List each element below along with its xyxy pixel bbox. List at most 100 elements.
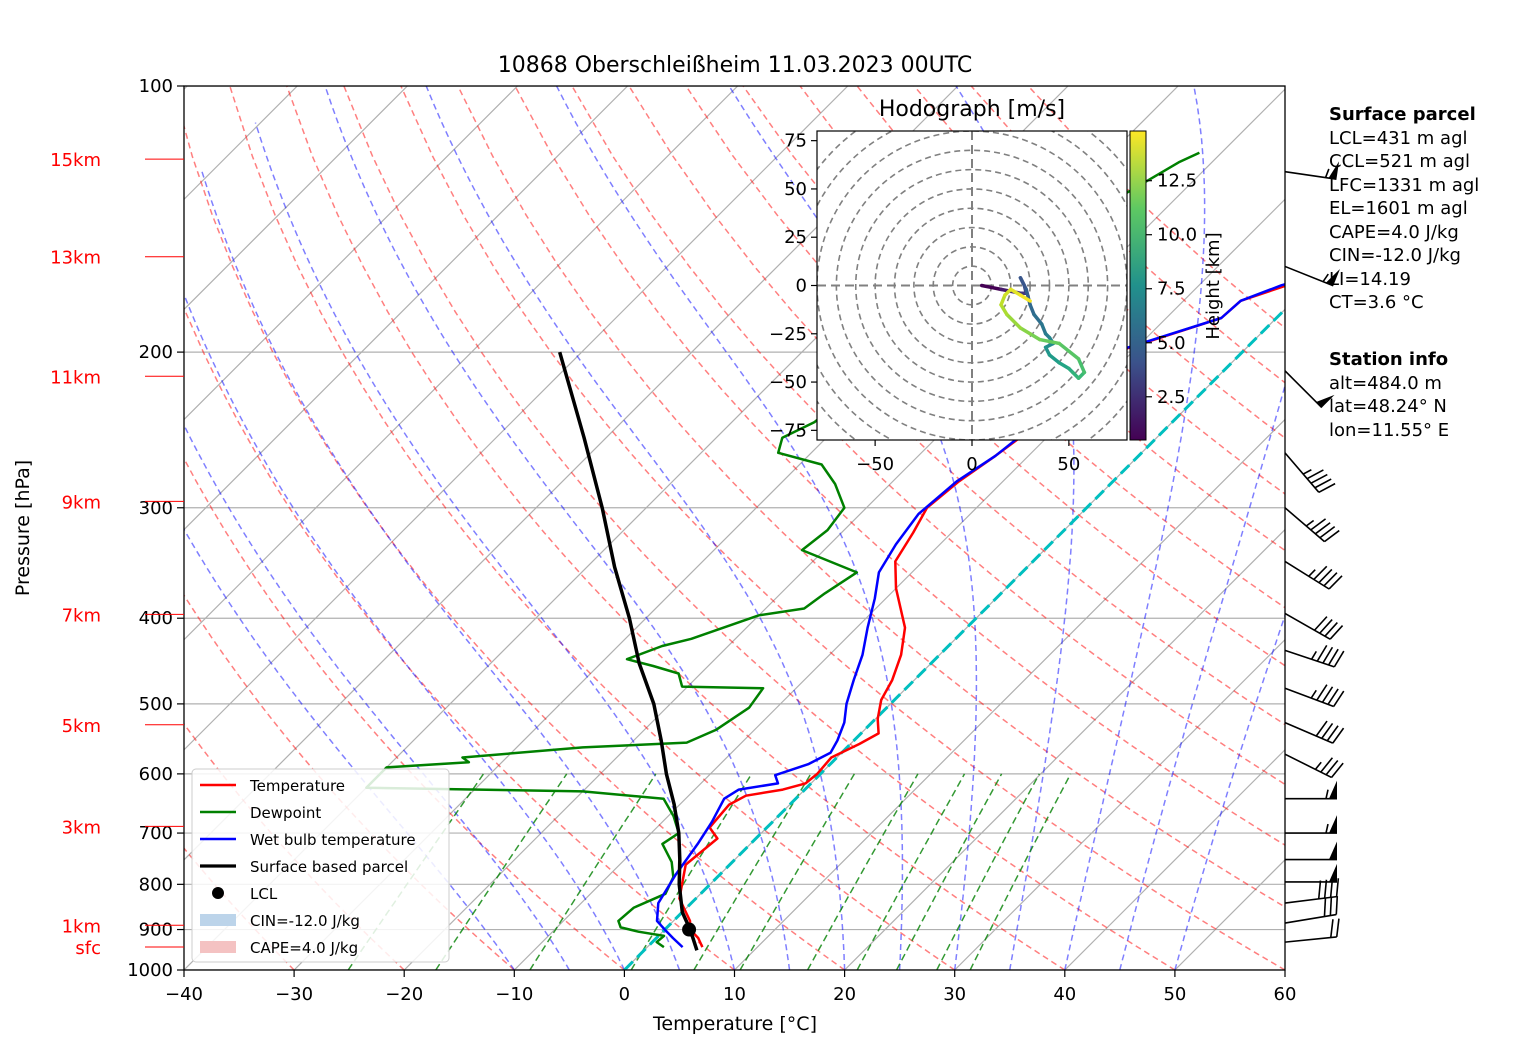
- wind-barb: [1284, 753, 1344, 779]
- wind-barb-staff: [1284, 687, 1334, 708]
- wind-barb-half: [1325, 789, 1329, 799]
- x-axis-ticks: −40 −30 −20 −10 0 10 20 30 40 50 60: [165, 970, 1296, 1005]
- hodograph-x-tick-label: 0: [966, 454, 977, 475]
- surface-parcel-line: CAPE=4.0 J/kg: [1329, 221, 1459, 243]
- hodograph-segment: [1009, 287, 1023, 297]
- wind-barb-full: [1317, 880, 1322, 899]
- hodograph-x-tick-label: −50: [856, 454, 894, 475]
- wind-barb: [1284, 560, 1343, 590]
- isotherm-line: [844, 528, 1285, 970]
- legend-label: Wet bulb temperature: [250, 831, 416, 849]
- wind-barb-full: [1319, 526, 1336, 539]
- wind-barb-full: [1323, 572, 1338, 587]
- wind-barb-half: [1324, 168, 1330, 178]
- height-label: 1km: [62, 916, 101, 937]
- dry-adiabat: [286, 86, 1066, 970]
- dry-adiabat: [343, 86, 1176, 970]
- legend: Temperature Dewpoint Wet bulb temperature S…: [191, 768, 450, 963]
- wind-barb: [1284, 507, 1340, 543]
- colorbar: [1129, 130, 1147, 441]
- y-tick-label: 200: [139, 342, 173, 363]
- wind-barb-full: [1310, 518, 1327, 531]
- mixing-ratio-line: [856, 773, 966, 970]
- y-tick-label: 300: [139, 498, 173, 519]
- height-label: sfc: [75, 938, 101, 959]
- wind-barb-flag: [1329, 815, 1337, 834]
- wind-barb-staff: [1284, 612, 1331, 640]
- lcl-marker: [682, 922, 697, 937]
- x-tick-label: −40: [165, 984, 203, 1005]
- wind-barb-staff: [1284, 649, 1335, 668]
- x-tick-label: 40: [1053, 984, 1076, 1005]
- legend-box: [191, 768, 450, 963]
- wind-barbs: [1284, 161, 1345, 943]
- isotherm-line: [513, 198, 1285, 970]
- x-tick-label: −10: [495, 984, 533, 1005]
- y-axis-label: Pressure [hPa]: [12, 460, 34, 596]
- isotherm-line: [184, 86, 849, 751]
- wind-barb: [1285, 815, 1337, 834]
- wind-barb-full: [1314, 522, 1331, 535]
- wind-barb-half: [1314, 761, 1322, 770]
- hodograph-segment: [1038, 337, 1061, 346]
- wind-barb: [1284, 896, 1339, 924]
- colorbar-tick-label: 7.5: [1157, 279, 1186, 300]
- wind-barb-full: [1329, 625, 1344, 640]
- y-tick-label: 1000: [127, 960, 173, 981]
- surface-parcel-line: LFC=1331 m agl: [1329, 174, 1480, 196]
- wind-barb-full: [1329, 919, 1334, 938]
- hodograph-y-tick-label: 50: [784, 179, 807, 200]
- wind-barb: [1284, 452, 1336, 494]
- wind-barb: [1284, 265, 1340, 287]
- hodograph-segment: [1032, 312, 1044, 326]
- x-tick-label: −20: [385, 984, 423, 1005]
- legend-label: LCL: [250, 885, 278, 903]
- wind-barb-flag: [1329, 780, 1337, 799]
- moist-adiabat: [425, 86, 846, 970]
- colorbar-tick-label: 12.5: [1157, 171, 1197, 192]
- station-info-heading: Station info: [1329, 349, 1449, 370]
- wind-barb-full: [1320, 757, 1334, 773]
- legend-swatch: [212, 887, 224, 899]
- surface-parcel-panel: Surface parcel LCL=431 m agl CCL=521 m a…: [1329, 103, 1479, 315]
- wind-barb-full: [1313, 616, 1328, 631]
- y-axis-ticks: 100 200 300 400 500 600 700 800 900 1000: [127, 76, 184, 981]
- station-info-line: lon=11.55° E: [1329, 419, 1450, 441]
- wind-barb-staff: [1284, 170, 1337, 180]
- legend-swatch: [200, 914, 236, 926]
- y-tick-label: 700: [139, 823, 173, 844]
- x-tick-label: 20: [833, 984, 856, 1005]
- station-info-line: lat=48.24° N: [1329, 396, 1447, 417]
- series-wet-bulb-temperature: [655, 283, 1285, 949]
- wind-barb: [1284, 918, 1340, 943]
- hodograph-segment: [1057, 341, 1081, 361]
- wind-barb-full: [1327, 648, 1339, 666]
- x-tick-label: 60: [1274, 984, 1297, 1005]
- hodograph-y-tick-label: 0: [796, 276, 807, 297]
- dry-adiabat: [457, 86, 1285, 908]
- moist-adiabat: [1174, 613, 1285, 970]
- wind-barb-full: [1335, 878, 1340, 897]
- chart-title: 10868 Oberschleißheim 11.03.2023 00UTC: [498, 53, 973, 78]
- wind-barb-half: [1305, 519, 1315, 527]
- wind-barb-full: [1319, 619, 1333, 634]
- moist-adiabat: [324, 86, 791, 970]
- wind-barb-full: [1329, 897, 1333, 916]
- wind-barb-full: [1330, 762, 1344, 778]
- wind-barb: [1284, 370, 1335, 409]
- dry-adiabat: [184, 123, 846, 970]
- x-tick-label: 0: [619, 984, 630, 1005]
- dry-adiabat: [184, 306, 735, 970]
- hodograph-segment: [1018, 276, 1028, 292]
- dry-adiabat: [184, 457, 625, 970]
- legend-label: CAPE=4.0 J/kg: [250, 939, 358, 957]
- moist-adiabat: [184, 292, 626, 970]
- wind-barb-full: [1333, 650, 1345, 668]
- wind-barb: [1284, 684, 1345, 708]
- wind-barb-full: [1333, 690, 1345, 707]
- wind-barb: [1284, 644, 1345, 668]
- y-tick-label: 500: [139, 694, 173, 715]
- hodograph-segment: [1018, 326, 1032, 336]
- mixing-ratio-line: [895, 773, 1003, 970]
